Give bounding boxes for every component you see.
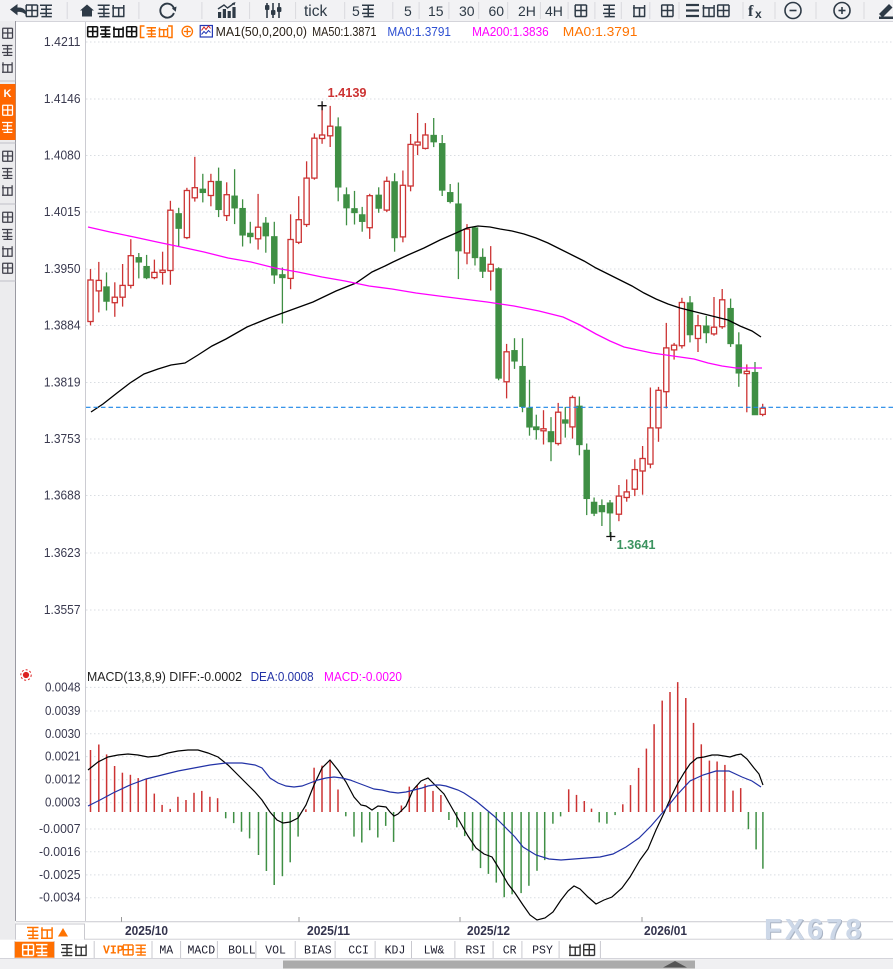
svg-text:0.0048: 0.0048 xyxy=(45,679,81,694)
svg-text:MACD(13,8,9) DIFF:-0.0002: MACD(13,8,9) DIFF:-0.0002 xyxy=(87,669,242,684)
svg-text:VOL: VOL xyxy=(265,945,286,958)
svg-text:MA1(50,0,200,0): MA1(50,0,200,0) xyxy=(216,24,307,39)
svg-text:1.3688: 1.3688 xyxy=(44,488,81,503)
svg-text:1.4015: 1.4015 xyxy=(44,204,81,219)
svg-text:DEA:0.0008: DEA:0.0008 xyxy=(251,669,314,684)
svg-text:LW&: LW& xyxy=(424,945,445,958)
svg-text:CCI: CCI xyxy=(348,945,369,958)
svg-text:1.3623: 1.3623 xyxy=(44,545,81,560)
svg-text:1.3950: 1.3950 xyxy=(44,261,81,276)
svg-text:0.0012: 0.0012 xyxy=(45,772,81,787)
svg-text:VIP: VIP xyxy=(103,945,124,958)
svg-text:2026/01: 2026/01 xyxy=(644,923,687,938)
svg-text:0.0021: 0.0021 xyxy=(45,749,81,764)
svg-text:K: K xyxy=(4,88,12,100)
svg-text:2H: 2H xyxy=(518,3,536,19)
svg-text:MA0:1.3791: MA0:1.3791 xyxy=(563,24,638,39)
svg-text:1.3641: 1.3641 xyxy=(617,537,656,552)
svg-text:1.3753: 1.3753 xyxy=(44,431,81,446)
svg-text:-0.0025: -0.0025 xyxy=(39,867,80,882)
svg-text:MA: MA xyxy=(159,945,173,958)
svg-text:-0.0016: -0.0016 xyxy=(39,844,80,859)
svg-text:0.0003: 0.0003 xyxy=(45,795,81,810)
svg-text:1.4146: 1.4146 xyxy=(44,91,81,106)
svg-text:1.4139: 1.4139 xyxy=(328,85,367,100)
svg-text:MACD: MACD xyxy=(187,945,215,958)
svg-text:f: f xyxy=(748,3,754,20)
svg-text:1.4080: 1.4080 xyxy=(44,148,81,163)
svg-text:4H: 4H xyxy=(545,3,563,19)
svg-text:0.0030: 0.0030 xyxy=(45,726,81,741)
svg-text:MA50:1.3871: MA50:1.3871 xyxy=(312,24,376,39)
svg-text:-0.0034: -0.0034 xyxy=(39,890,80,905)
svg-text:-0.0007: -0.0007 xyxy=(39,821,80,836)
svg-text:BOLL: BOLL xyxy=(228,945,256,958)
svg-text:MA0:1.3791: MA0:1.3791 xyxy=(387,24,451,39)
svg-text:5: 5 xyxy=(404,3,412,19)
svg-text:x: x xyxy=(755,7,762,21)
svg-text:30: 30 xyxy=(459,3,475,19)
svg-text:2025/10: 2025/10 xyxy=(125,923,168,938)
svg-text:1.3557: 1.3557 xyxy=(44,602,81,617)
svg-text:2025/12: 2025/12 xyxy=(467,923,510,938)
svg-text:1.3819: 1.3819 xyxy=(44,375,81,390)
svg-text:15: 15 xyxy=(428,3,444,19)
svg-text:2025/11: 2025/11 xyxy=(307,923,350,938)
svg-text:0.0039: 0.0039 xyxy=(45,703,81,718)
svg-text:KDJ: KDJ xyxy=(385,945,406,958)
svg-text:CR: CR xyxy=(503,945,517,958)
svg-text:BIAS: BIAS xyxy=(304,945,332,958)
svg-text:60: 60 xyxy=(489,3,505,19)
svg-text:tick: tick xyxy=(304,3,328,20)
svg-text:MA200:1.3836: MA200:1.3836 xyxy=(472,24,549,39)
svg-text:5: 5 xyxy=(352,3,360,19)
svg-text:MACD:-0.0020: MACD:-0.0020 xyxy=(324,669,402,684)
svg-text:RSI: RSI xyxy=(465,945,486,958)
svg-text:1.3884: 1.3884 xyxy=(44,318,81,333)
svg-text:1.4211: 1.4211 xyxy=(44,34,81,49)
svg-text:PSY: PSY xyxy=(532,945,553,958)
